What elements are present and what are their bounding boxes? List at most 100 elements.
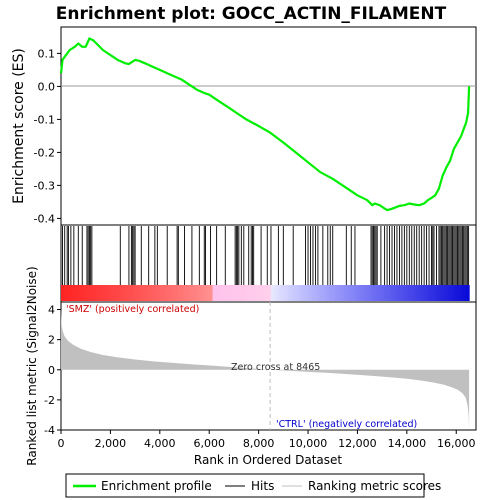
es-y-ticks: 0.1 0.0 -0.1 -0.2 -0.3 -0.4 (34, 47, 61, 225)
heat-cell (66, 285, 71, 301)
legend-profile-label: Enrichment profile (101, 479, 212, 493)
heat-cell (340, 285, 345, 301)
heat-cell (133, 285, 138, 301)
chart-title: Enrichment plot: GOCC_ACTIN_FILAMENT (56, 4, 447, 24)
heat-cell (206, 285, 211, 301)
heat-cell (107, 285, 112, 301)
heat-cell (422, 285, 426, 301)
heat-cell (364, 285, 368, 301)
heat-cell (262, 285, 266, 301)
heat-cell (145, 285, 150, 301)
heat-cell (407, 285, 412, 301)
x-tick-label: 2,000 (95, 437, 127, 450)
heat-cell (390, 285, 394, 301)
heat-cell (273, 285, 278, 301)
ranking-heat-band (61, 285, 470, 301)
heat-cell (335, 285, 339, 301)
x-tick-label: 6,000 (193, 437, 225, 450)
heat-cell (396, 285, 400, 301)
positive-correlation-label: 'SMZ' (positively correlated) (66, 304, 199, 315)
heat-cell (195, 285, 199, 301)
heat-cell (87, 285, 91, 301)
heat-cell (402, 285, 406, 301)
x-tick-label: 4,000 (144, 437, 176, 450)
heat-cell (291, 285, 295, 301)
heat-cell (160, 285, 164, 301)
heat-cell (302, 285, 307, 301)
es-y-tick-label: -0.1 (34, 113, 55, 126)
heat-cell (230, 285, 234, 301)
negative-correlation-label: 'CTRL' (negatively correlated) (276, 419, 417, 430)
heat-cell (63, 285, 68, 301)
heat-cell (416, 285, 421, 301)
heat-cell (139, 285, 144, 301)
heat-cell (369, 285, 374, 301)
enrichment-profile-line (59, 37, 471, 212)
heat-cell (192, 285, 196, 301)
heat-cell (463, 285, 467, 301)
heat-cell (218, 285, 222, 301)
heat-cell (189, 285, 193, 301)
heat-cell (300, 285, 304, 301)
heat-cell (227, 285, 231, 301)
heat-cell (457, 285, 461, 301)
heat-cell (451, 285, 456, 301)
heat-cell (241, 285, 246, 301)
heat-cell (454, 285, 459, 301)
heat-cell (393, 285, 397, 301)
heat-cell (69, 285, 74, 301)
heat-cell (466, 285, 470, 301)
es-y-tick-label: -0.4 (34, 212, 55, 225)
heat-cell (332, 285, 336, 301)
heat-cell (98, 285, 103, 301)
es-plot-frame (60, 26, 477, 226)
heat-cell (378, 285, 383, 301)
heat-cell (116, 285, 120, 301)
heat-cell (314, 285, 319, 301)
ranked-metric-area (61, 308, 470, 429)
heat-cell (93, 285, 97, 301)
heat-cell (343, 285, 348, 301)
heat-cell (72, 285, 77, 301)
metric-y-tick-label: 0 (48, 364, 55, 377)
heat-cell (110, 285, 115, 301)
x-axis-label: Rank in Ordered Dataset (194, 453, 342, 467)
heat-cell (297, 285, 301, 301)
heat-cell (81, 285, 85, 301)
heat-cell (221, 285, 225, 301)
heat-cell (375, 285, 380, 301)
heat-cell (276, 285, 281, 301)
heat-cell (101, 285, 106, 301)
metric-y-tick-label: -2 (44, 394, 55, 407)
legend-metric-label: Ranking metric scores (308, 479, 441, 493)
heat-cell (130, 285, 135, 301)
zero-cross-label: Zero cross at 8465 (231, 362, 320, 373)
heat-cell (326, 285, 330, 301)
es-y-axis-label: Enrichment score (ES) (11, 48, 27, 204)
heat-cell (387, 285, 391, 301)
heat-cell (399, 285, 403, 301)
heat-cell (122, 285, 126, 301)
heat-cell (358, 285, 362, 301)
heat-cell (311, 285, 316, 301)
heat-cell (104, 285, 109, 301)
heat-cell (125, 285, 129, 301)
heat-cell (203, 285, 208, 301)
heat-cell (232, 285, 237, 301)
heat-cell (75, 285, 80, 301)
heat-cell (428, 285, 432, 301)
heat-cell (198, 285, 202, 301)
heat-cell (250, 285, 254, 301)
heat-cell (265, 285, 269, 301)
heat-cell (384, 285, 389, 301)
heat-cell (212, 285, 217, 301)
x-tick-label: 14,000 (388, 437, 427, 450)
legend-hits-label: Hits (251, 479, 274, 493)
heat-cell (244, 285, 249, 301)
heat-cell (337, 285, 342, 301)
heat-cell (270, 285, 275, 301)
heat-cell (448, 285, 453, 301)
heat-cell (267, 285, 272, 301)
es-y-tick-label: -0.2 (34, 146, 55, 159)
